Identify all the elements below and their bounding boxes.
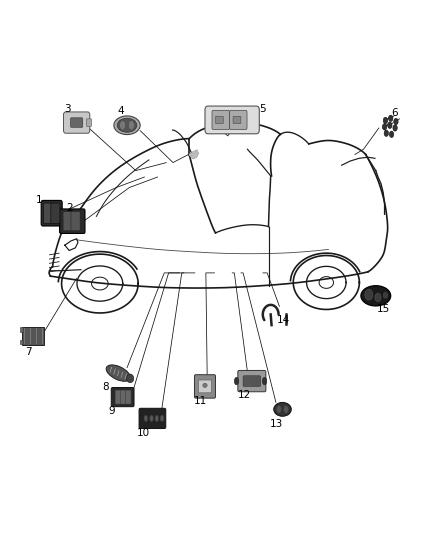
Text: 14: 14 <box>277 315 290 325</box>
Ellipse shape <box>262 377 267 385</box>
Text: 7: 7 <box>25 347 32 357</box>
FancyBboxPatch shape <box>198 380 212 393</box>
Ellipse shape <box>384 130 389 136</box>
Ellipse shape <box>150 415 153 422</box>
Ellipse shape <box>120 120 126 130</box>
Ellipse shape <box>128 120 134 130</box>
FancyBboxPatch shape <box>120 390 126 404</box>
Ellipse shape <box>393 125 397 131</box>
Text: 11: 11 <box>194 396 207 406</box>
Text: 5: 5 <box>259 104 266 114</box>
FancyBboxPatch shape <box>60 209 85 233</box>
Ellipse shape <box>234 377 239 385</box>
Ellipse shape <box>361 286 391 306</box>
Text: 15: 15 <box>377 304 390 314</box>
Ellipse shape <box>274 402 291 416</box>
Ellipse shape <box>117 118 137 132</box>
FancyBboxPatch shape <box>71 212 80 231</box>
FancyBboxPatch shape <box>22 327 44 345</box>
Text: 10: 10 <box>137 428 150 438</box>
Ellipse shape <box>155 415 159 422</box>
Ellipse shape <box>389 115 393 122</box>
FancyBboxPatch shape <box>243 376 261 386</box>
Text: 1: 1 <box>36 195 43 205</box>
Text: 9: 9 <box>108 407 115 416</box>
Ellipse shape <box>383 117 388 124</box>
Ellipse shape <box>114 116 140 134</box>
Text: 8: 8 <box>102 383 109 392</box>
FancyBboxPatch shape <box>205 106 259 134</box>
Polygon shape <box>189 150 198 158</box>
FancyBboxPatch shape <box>233 116 241 124</box>
Ellipse shape <box>383 292 388 298</box>
Text: 2: 2 <box>66 203 73 213</box>
Bar <box>20 340 23 344</box>
FancyBboxPatch shape <box>51 203 60 223</box>
Ellipse shape <box>127 374 134 383</box>
Bar <box>20 327 23 332</box>
FancyBboxPatch shape <box>230 110 247 130</box>
FancyBboxPatch shape <box>215 116 223 124</box>
Text: 6: 6 <box>391 108 398 118</box>
Ellipse shape <box>203 383 207 387</box>
FancyBboxPatch shape <box>43 203 53 223</box>
FancyBboxPatch shape <box>86 119 92 126</box>
Ellipse shape <box>144 415 148 422</box>
FancyBboxPatch shape <box>126 390 131 404</box>
Ellipse shape <box>277 406 281 413</box>
Text: 4: 4 <box>117 106 124 116</box>
FancyBboxPatch shape <box>111 387 134 407</box>
FancyBboxPatch shape <box>139 408 166 429</box>
Text: 12: 12 <box>238 391 251 400</box>
Text: 3: 3 <box>64 104 71 114</box>
FancyBboxPatch shape <box>238 370 266 392</box>
FancyBboxPatch shape <box>212 110 230 130</box>
Ellipse shape <box>160 415 164 422</box>
Ellipse shape <box>394 118 398 125</box>
Ellipse shape <box>375 293 381 302</box>
Ellipse shape <box>388 122 392 128</box>
FancyBboxPatch shape <box>41 200 62 226</box>
FancyBboxPatch shape <box>194 375 215 398</box>
Ellipse shape <box>365 289 373 300</box>
Ellipse shape <box>389 131 394 138</box>
FancyBboxPatch shape <box>71 118 83 127</box>
FancyBboxPatch shape <box>64 112 90 133</box>
Ellipse shape <box>284 406 288 413</box>
Ellipse shape <box>382 124 387 130</box>
FancyBboxPatch shape <box>63 212 72 231</box>
Text: 13: 13 <box>270 419 283 429</box>
FancyBboxPatch shape <box>115 390 120 404</box>
Ellipse shape <box>106 365 131 381</box>
